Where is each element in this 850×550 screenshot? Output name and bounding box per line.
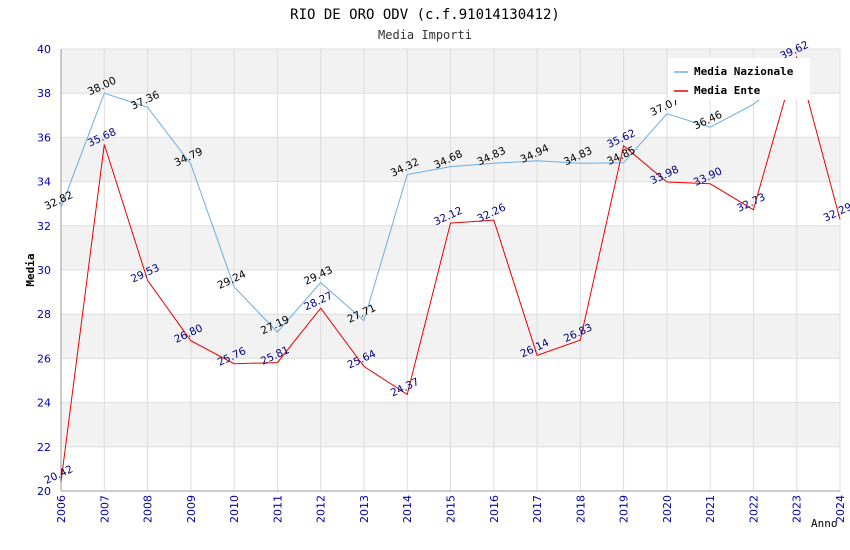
y-tick-label: 40 <box>37 43 51 56</box>
x-tick-label: 2013 <box>358 495 371 523</box>
x-tick-label: 2021 <box>704 495 717 523</box>
y-tick-label: 32 <box>37 220 51 233</box>
y-tick-label: 28 <box>37 308 51 321</box>
x-tick-label: 2007 <box>98 495 111 523</box>
x-tick-label: 2014 <box>401 495 414 523</box>
series-line-media-ente <box>60 55 841 482</box>
series-line-media-nazionale <box>60 70 798 333</box>
x-tick-label: 2024 <box>834 495 847 523</box>
x-tick-label: 2010 <box>228 495 241 523</box>
y-tick-label: 26 <box>37 352 51 365</box>
legend: Media Nazionale Media Ente <box>668 58 810 100</box>
y-tick-label: 22 <box>37 441 51 454</box>
x-tick-label: 2016 <box>488 495 501 523</box>
x-tick-label: 2015 <box>445 495 458 523</box>
x-tick-label: 2006 <box>55 495 68 523</box>
y-axis-label: Media <box>24 253 37 286</box>
x-tick-label: 2017 <box>531 495 544 523</box>
y-tick-labels: 20 22 24 26 28 30 32 34 36 38 40 <box>37 43 51 498</box>
y-tick-label: 38 <box>37 87 51 100</box>
legend-label-ente: Media Ente <box>694 84 761 97</box>
x-axis-label: Anno <box>811 517 838 530</box>
series-lines <box>60 55 841 482</box>
x-tick-label: 2009 <box>185 495 198 523</box>
x-tick-label: 2022 <box>747 495 760 523</box>
x-tick-label: 2008 <box>142 495 155 523</box>
x-tick-label: 2012 <box>315 495 328 523</box>
y-tick-label: 24 <box>37 397 51 410</box>
chart-subtitle: Media Importi <box>378 28 472 42</box>
x-tick-label: 2018 <box>574 495 587 523</box>
y-tick-label: 36 <box>37 131 51 144</box>
x-tick-label: 2020 <box>661 495 674 523</box>
chart-title: RIO DE ORO ODV (c.f.91014130412) <box>290 7 560 23</box>
x-tick-label: 2019 <box>618 495 631 523</box>
y-tick-label: 20 <box>37 485 51 498</box>
legend-label-nazionale: Media Nazionale <box>694 65 794 78</box>
y-tick-label: 34 <box>37 176 51 189</box>
x-tick-label: 2011 <box>271 495 284 523</box>
y-tick-label: 30 <box>37 264 51 277</box>
x-tick-label: 2023 <box>791 495 804 523</box>
legend-box <box>668 58 810 100</box>
x-tick-labels: 2006 2007 2008 2009 2010 2011 2012 2013 2014 2015… <box>55 495 847 523</box>
